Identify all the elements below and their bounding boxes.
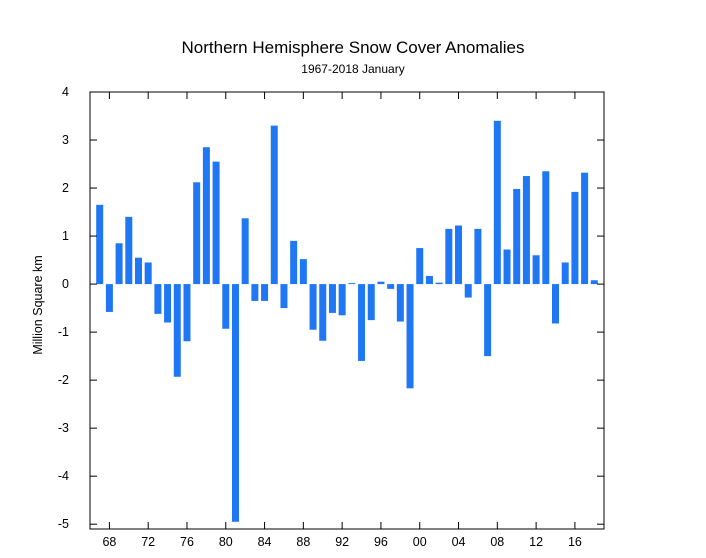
- bars-group: [96, 120, 598, 522]
- bar-1993: [348, 283, 356, 285]
- x-tick-label: 76: [180, 535, 194, 549]
- bar-1973: [154, 284, 162, 314]
- x-tick-label: 72: [141, 535, 155, 549]
- bar-1986: [280, 284, 288, 309]
- bar-2017: [581, 172, 589, 285]
- bar-2016: [571, 191, 579, 285]
- x-tick-label: 68: [102, 535, 116, 549]
- y-tick-label: 4: [62, 85, 69, 99]
- bar-2009: [503, 249, 511, 285]
- bar-1990: [319, 284, 327, 341]
- y-tick-label: -3: [58, 421, 69, 435]
- x-tick-label: 04: [452, 535, 466, 549]
- y-tick-label: -2: [58, 373, 69, 387]
- x-tick-label: 84: [258, 535, 272, 549]
- x-tick-label: 80: [219, 535, 233, 549]
- bar-2018: [590, 280, 598, 285]
- bar-1979: [212, 161, 220, 285]
- bar-1971: [134, 257, 142, 285]
- bar-1989: [309, 284, 317, 330]
- x-tick-label: 12: [529, 535, 543, 549]
- bar-1997: [387, 284, 395, 289]
- x-axis: 68 72 76 80 84 88 92 96 00 04 08 12 16: [102, 92, 582, 549]
- bar-2002: [435, 282, 443, 285]
- x-tick-label: 92: [335, 535, 349, 549]
- bar-2014: [552, 284, 560, 324]
- bar-2015: [561, 262, 569, 285]
- bar-1981: [231, 284, 239, 522]
- y-axis-label: Million Square km: [31, 255, 45, 354]
- bar-1974: [164, 284, 172, 323]
- bar-1982: [241, 218, 249, 285]
- y-tick-label: -5: [58, 517, 69, 531]
- y-axis: 4 3 2 1 0 -1 -2 -3 -4 -5: [58, 85, 604, 531]
- y-tick-label: 0: [62, 277, 69, 291]
- x-tick-label: 88: [296, 535, 310, 549]
- y-tick-label: -1: [58, 325, 69, 339]
- x-tick-label: 00: [413, 535, 427, 549]
- bar-1985: [270, 125, 278, 285]
- bar-2012: [532, 255, 540, 285]
- bar-1998: [396, 284, 404, 322]
- bar-1969: [115, 243, 123, 285]
- bar-2007: [484, 284, 492, 357]
- bar-2011: [522, 176, 530, 285]
- bar-2003: [445, 228, 453, 285]
- bar-1999: [406, 284, 414, 389]
- bar-2006: [474, 228, 482, 285]
- bar-1987: [290, 240, 298, 285]
- bar-2013: [542, 171, 550, 285]
- bar-2001: [425, 275, 433, 285]
- x-tick-label: 96: [374, 535, 388, 549]
- y-tick-label: 2: [62, 181, 69, 195]
- bar-1970: [125, 216, 133, 285]
- y-tick-label: 1: [62, 229, 69, 243]
- y-tick-label: -4: [58, 469, 69, 483]
- bar-2004: [455, 225, 463, 285]
- bar-1972: [144, 262, 152, 285]
- y-tick-label: 3: [62, 133, 69, 147]
- bar-1995: [367, 284, 375, 321]
- bar-1992: [338, 284, 346, 316]
- bar-1968: [105, 284, 113, 312]
- bar-2010: [513, 189, 521, 285]
- bar-2000: [416, 248, 424, 285]
- chart-subtitle: 1967-2018 January: [301, 62, 405, 76]
- bar-1976: [183, 284, 191, 342]
- bar-1994: [358, 284, 366, 361]
- x-tick-label: 16: [568, 535, 582, 549]
- bar-1978: [202, 147, 210, 285]
- bar-1984: [261, 284, 269, 301]
- plot-frame: [89, 91, 605, 530]
- bar-2005: [464, 284, 472, 298]
- bar-2008: [493, 120, 501, 285]
- chart-title: Northern Hemisphere Snow Cover Anomalies: [181, 38, 525, 57]
- bar-1996: [377, 281, 385, 285]
- bar-1983: [251, 284, 259, 301]
- x-tick-label: 08: [490, 535, 504, 549]
- bar-1988: [299, 259, 307, 285]
- bar-1967: [96, 204, 104, 285]
- bar-1975: [173, 284, 181, 377]
- bar-1980: [222, 284, 230, 329]
- bar-1991: [328, 284, 336, 313]
- bar-1977: [193, 182, 201, 285]
